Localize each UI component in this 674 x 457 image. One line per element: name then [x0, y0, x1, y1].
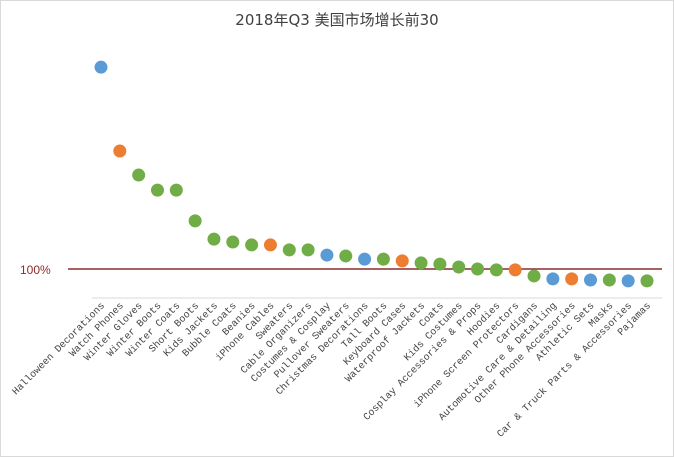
- data-point: [584, 273, 598, 287]
- data-point: [358, 252, 372, 266]
- data-point: [471, 262, 485, 276]
- data-point: [207, 232, 221, 246]
- data-point: [169, 183, 183, 197]
- data-point: [113, 144, 127, 158]
- data-point: [621, 274, 635, 288]
- data-point: [452, 260, 466, 274]
- data-point: [282, 243, 296, 257]
- data-point: [414, 256, 428, 270]
- data-point: [226, 235, 240, 249]
- data-point: [150, 183, 164, 197]
- data-point: [188, 214, 202, 228]
- data-point: [320, 248, 334, 262]
- data-point: [395, 254, 409, 268]
- data-point: [546, 272, 560, 286]
- data-point: [301, 243, 315, 257]
- data-point: [245, 238, 259, 252]
- data-point: [94, 60, 108, 74]
- data-point: [565, 272, 579, 286]
- data-point: [433, 257, 447, 271]
- data-point: [508, 263, 522, 277]
- data-point: [263, 238, 277, 252]
- data-point: [527, 269, 541, 283]
- data-point: [489, 263, 503, 277]
- data-point: [132, 168, 146, 182]
- data-point: [376, 252, 390, 266]
- reference-line-label: 100%: [20, 263, 51, 277]
- data-point: [602, 273, 616, 287]
- chart-title: 2018年Q3 美国市场增长前30: [235, 11, 438, 29]
- data-point: [339, 249, 353, 263]
- data-point: [640, 274, 654, 288]
